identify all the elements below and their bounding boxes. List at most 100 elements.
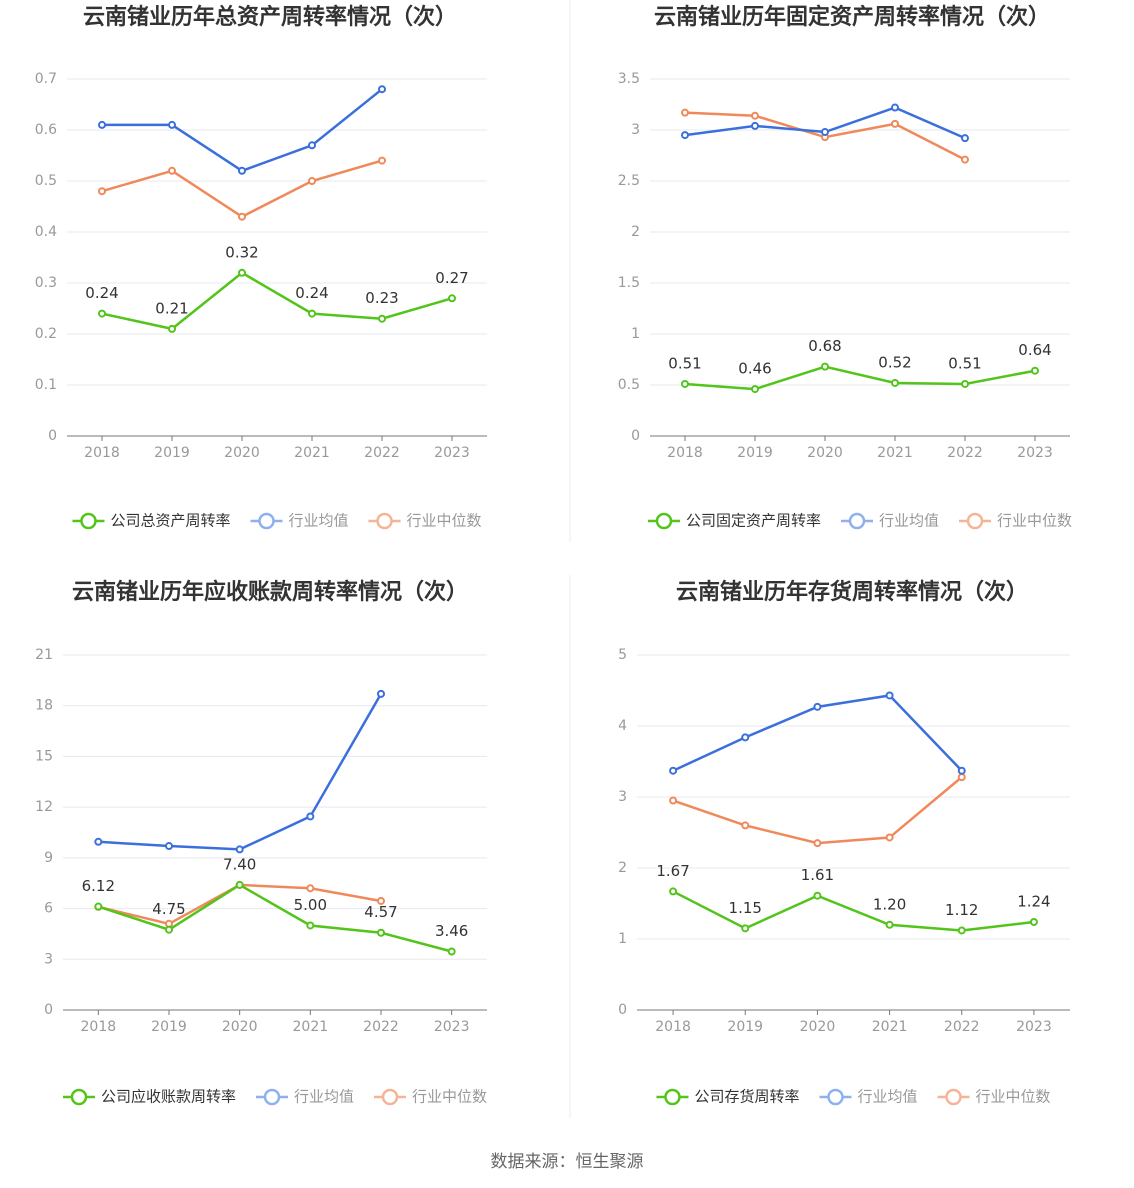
- x-tick-label: 2022: [363, 1019, 399, 1035]
- point: [741, 924, 750, 933]
- y-tick-label: 3: [631, 122, 640, 138]
- point: [306, 812, 315, 821]
- data-label: 3.46: [435, 922, 468, 940]
- legend-icon: [381, 1088, 399, 1106]
- y-tick-label: 0.3: [35, 275, 57, 291]
- point: [378, 156, 386, 165]
- x-tick-label: 2023: [1017, 445, 1053, 461]
- point: [891, 103, 899, 112]
- x-tick-label: 2023: [1016, 1019, 1052, 1035]
- data-label: 4.57: [364, 903, 397, 921]
- x-tick-label: 2022: [364, 445, 400, 461]
- x-tick-label: 2018: [84, 445, 120, 461]
- legend-label: 行业均值: [857, 1088, 917, 1106]
- legend-icon: [263, 1088, 281, 1106]
- point: [741, 733, 750, 742]
- series-line: [97, 883, 452, 953]
- x-tick-label: 2020: [224, 445, 260, 461]
- y-tick-label: 0: [618, 1002, 627, 1018]
- point: [961, 379, 969, 388]
- point: [751, 111, 759, 120]
- data-label: 0.46: [738, 360, 771, 378]
- legend-label: 行业均值: [294, 1088, 354, 1106]
- series-line: [101, 271, 453, 331]
- legend-label: 行业中位数: [997, 512, 1072, 530]
- point: [961, 155, 969, 164]
- y-tick-label: 6: [44, 901, 53, 917]
- y-tick-label: 0.2: [35, 326, 57, 342]
- x-tick-label: 2022: [947, 445, 983, 461]
- legend: 公司固定资产周转率 行业均值 行业中位数: [647, 512, 1072, 530]
- point: [308, 177, 316, 185]
- data-label: 7.40: [223, 855, 256, 873]
- data-label: 0.21: [155, 299, 188, 317]
- point: [957, 773, 966, 782]
- x-tick-label: 2019: [737, 445, 773, 461]
- point: [821, 128, 829, 137]
- legend-label: 公司存货周转率: [694, 1088, 799, 1106]
- point: [891, 119, 899, 128]
- x-tick-label: 2018: [667, 445, 703, 461]
- point: [669, 766, 678, 775]
- data-label: 1.61: [801, 866, 834, 884]
- chart-title: 云南锗业历年固定资产周转率情况（次）: [654, 4, 1050, 30]
- legend-label: 行业中位数: [412, 1088, 487, 1106]
- point: [957, 766, 966, 775]
- point: [681, 379, 689, 388]
- y-tick-label: 0.4: [35, 224, 57, 240]
- y-tick-label: 0: [48, 428, 57, 444]
- legend: 公司总资产周转率 行业均值 行业中位数: [72, 512, 482, 530]
- series-line: [672, 890, 1035, 932]
- point: [885, 920, 894, 929]
- legend-icon: [848, 512, 866, 530]
- data-label: 4.75: [152, 900, 185, 918]
- point: [306, 921, 315, 930]
- point: [168, 166, 176, 175]
- y-tick-label: 0.7: [35, 71, 57, 87]
- point: [238, 166, 246, 175]
- point: [681, 108, 689, 117]
- legend-icon: [827, 1088, 844, 1106]
- data-label: 1.20: [873, 895, 906, 913]
- legend-label: 行业均值: [288, 512, 348, 530]
- data-label: 1.12: [945, 901, 978, 919]
- y-tick-label: 9: [44, 850, 53, 866]
- x-tick-label: 2018: [655, 1019, 691, 1035]
- point: [741, 821, 750, 830]
- point: [448, 294, 456, 303]
- data-label: 1.67: [656, 862, 689, 880]
- x-tick-label: 2021: [877, 445, 913, 461]
- y-tick-label: 1.5: [618, 275, 640, 291]
- y-tick-label: 12: [35, 799, 53, 815]
- data-label: 0.51: [948, 354, 981, 372]
- legend-icon: [655, 512, 673, 530]
- y-tick-label: 0: [44, 1002, 53, 1018]
- point: [885, 833, 894, 842]
- data-label: 0.51: [668, 354, 701, 372]
- y-tick-label: 3.5: [618, 71, 640, 87]
- legend: 公司应收账款周转率 行业均值 行业中位数: [62, 1088, 487, 1106]
- legend-icon: [70, 1088, 88, 1106]
- y-tick-label: 0.6: [35, 122, 57, 138]
- data-label: 0.24: [85, 284, 118, 302]
- point: [751, 385, 759, 394]
- point: [165, 842, 173, 851]
- point: [235, 845, 244, 854]
- y-tick-label: 2: [618, 860, 627, 876]
- point: [447, 947, 456, 956]
- point: [308, 309, 316, 318]
- point: [378, 85, 386, 94]
- data-label: 0.68: [808, 337, 841, 355]
- point: [669, 887, 678, 896]
- legend-icon: [664, 1088, 681, 1106]
- y-tick-label: 0.5: [618, 377, 640, 393]
- series-line: [684, 365, 1036, 391]
- x-tick-label: 2023: [434, 1019, 470, 1035]
- point: [168, 120, 176, 129]
- point: [821, 362, 829, 371]
- point: [378, 314, 386, 323]
- x-tick-label: 2019: [154, 445, 190, 461]
- legend: 公司存货周转率 行业均值 行业中位数: [656, 1088, 1051, 1106]
- x-tick-label: 2020: [807, 445, 843, 461]
